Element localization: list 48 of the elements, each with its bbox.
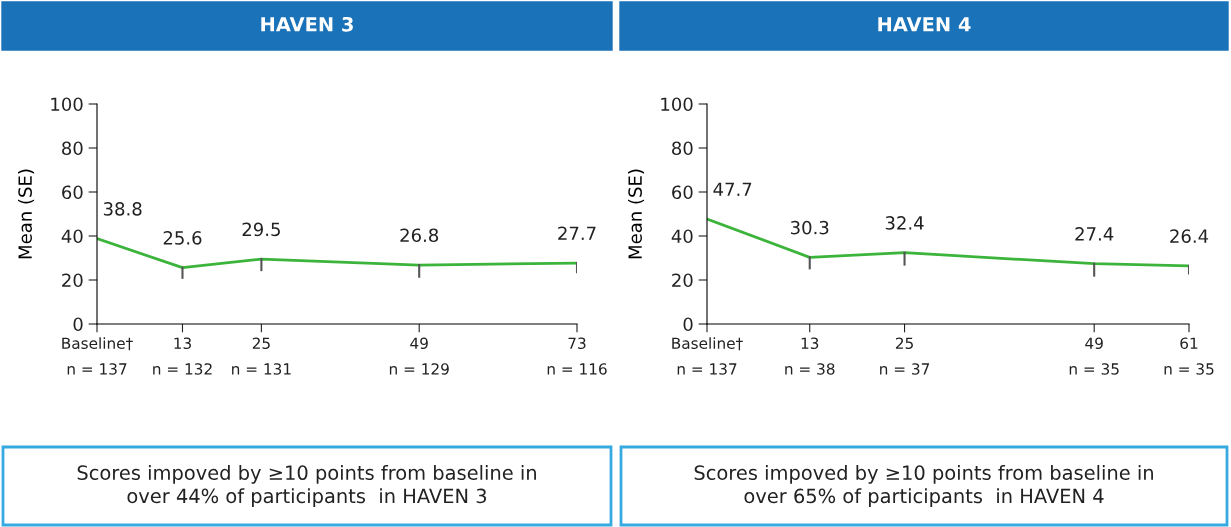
text: n = 132 (153, 363, 212, 375)
x-tick-label: 13 (801, 337, 819, 350)
x-tick-label: 25 (895, 337, 913, 350)
text: n = 131 (232, 363, 291, 375)
x-tick-label: 25 (252, 337, 270, 350)
x-tick-label: 61 (1180, 337, 1198, 350)
data-label: 27.4 (1075, 227, 1114, 241)
y-tick-label: 100 (51, 97, 83, 112)
x-tick-label: 73 (568, 337, 586, 350)
y-tick-label: 80 (62, 141, 83, 156)
y-tick-label: 0 (73, 317, 83, 332)
data-label: 47.7 (713, 182, 752, 196)
y-tick-label: 40 (61, 229, 83, 244)
data-label: 26.4 (1170, 229, 1209, 243)
data-label: 27.7 (558, 226, 596, 240)
text: n = 35 (1164, 363, 1214, 375)
y-tick-label: 0 (683, 317, 693, 332)
chart-title: HAVEN 4 (878, 17, 971, 32)
data-label: 26.8 (400, 228, 439, 243)
text: n = 137 (67, 363, 127, 375)
y-axis-title: Mean (SE) (18, 169, 35, 259)
text: Scores impoved by ≥10 points from baseline in over 65% of participants in HAVEN 4 (694, 464, 1153, 508)
text: n = 38 (785, 363, 835, 375)
x-tick-label: Baseline† (62, 337, 133, 351)
data-label: 38.8 (103, 202, 142, 216)
x-tick-label: Baseline† (672, 337, 743, 351)
y-tick-label: 60 (62, 185, 83, 200)
text: n = 37 (880, 363, 930, 375)
y-tick-label: 20 (62, 273, 83, 288)
y-tick-label: 20 (672, 273, 693, 288)
x-tick-label: 49 (410, 337, 428, 350)
x-tick-label: 49 (1085, 337, 1103, 350)
y-tick-label: 80 (672, 141, 693, 156)
text: Scores impoved by ≥10 points from baseline in over 44% of participants in HAVEN 3 (77, 464, 536, 508)
y-tick-label: 40 (671, 229, 693, 244)
data-label: 32.4 (885, 216, 924, 230)
y-axis-title: Mean (SE) (628, 169, 645, 259)
data-label: 25.6 (163, 231, 202, 245)
y-tick-label: 60 (672, 185, 693, 200)
x-tick-label: 13 (174, 337, 191, 350)
data-label: 30.3 (791, 220, 829, 235)
data-label: 29.5 (242, 222, 280, 237)
text: n = 137 (677, 363, 737, 375)
text: n = 35 (1069, 363, 1119, 375)
text: n = 129 (389, 363, 449, 375)
chart-title: HAVEN 3 (261, 16, 353, 32)
y-tick-label: 100 (661, 97, 693, 112)
text: n = 116 (547, 363, 607, 375)
